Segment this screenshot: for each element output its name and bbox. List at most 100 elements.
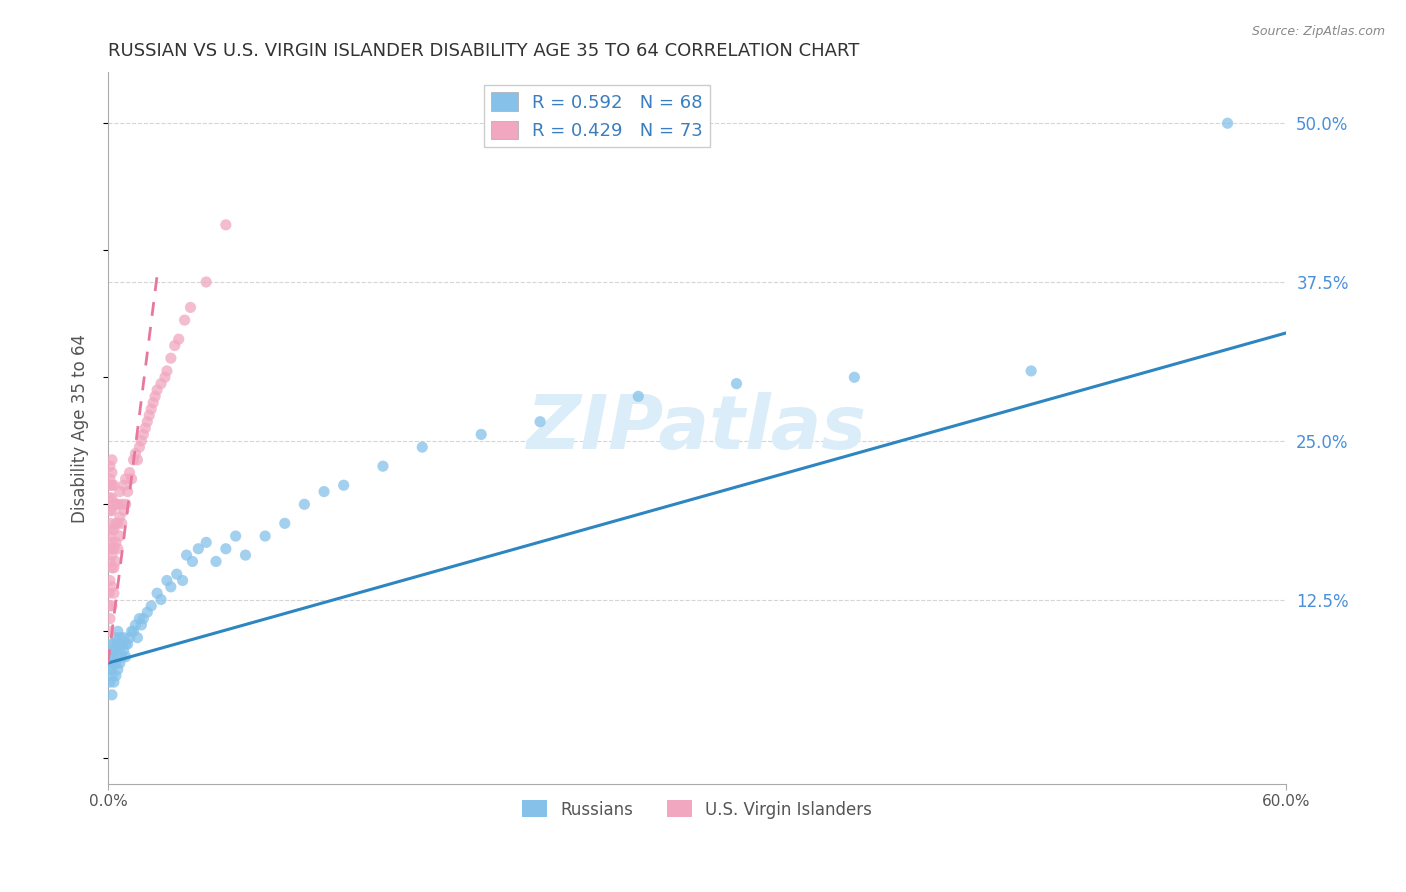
- Point: [146, 383, 169, 397]
- Point: [108, 529, 131, 543]
- Point: [104, 631, 127, 645]
- Point: [114, 649, 136, 664]
- Point: [98, 478, 121, 492]
- Point: [122, 624, 145, 639]
- Point: [176, 548, 198, 562]
- Point: [103, 561, 125, 575]
- Point: [98, 586, 121, 600]
- Point: [160, 351, 183, 366]
- Point: [312, 484, 335, 499]
- Point: [98, 459, 121, 474]
- Point: [111, 637, 134, 651]
- Point: [195, 535, 218, 549]
- Point: [136, 605, 159, 619]
- Point: [98, 472, 121, 486]
- Legend: Russians, U.S. Virgin Islanders: Russians, U.S. Virgin Islanders: [516, 794, 879, 825]
- Point: [101, 662, 124, 676]
- Point: [98, 541, 121, 556]
- Point: [294, 497, 316, 511]
- Point: [153, 370, 176, 384]
- Point: [98, 649, 121, 664]
- Point: [104, 643, 127, 657]
- Point: [112, 631, 135, 645]
- Point: [101, 580, 124, 594]
- Point: [107, 637, 129, 651]
- Point: [107, 624, 129, 639]
- Point: [124, 618, 146, 632]
- Point: [143, 389, 166, 403]
- Point: [141, 599, 163, 613]
- Point: [101, 491, 124, 505]
- Point: [98, 624, 121, 639]
- Point: [627, 389, 650, 403]
- Point: [124, 446, 146, 460]
- Point: [112, 503, 135, 517]
- Point: [98, 491, 121, 505]
- Point: [725, 376, 748, 391]
- Point: [114, 472, 136, 486]
- Point: [108, 643, 131, 657]
- Point: [108, 631, 131, 645]
- Point: [108, 510, 131, 524]
- Point: [98, 503, 121, 517]
- Point: [101, 466, 124, 480]
- Point: [103, 637, 125, 651]
- Point: [98, 599, 121, 613]
- Point: [131, 618, 153, 632]
- Point: [101, 649, 124, 664]
- Point: [371, 459, 394, 474]
- Point: [156, 364, 179, 378]
- Point: [172, 574, 194, 588]
- Point: [411, 440, 433, 454]
- Point: [108, 656, 131, 670]
- Point: [98, 574, 121, 588]
- Point: [107, 662, 129, 676]
- Point: [141, 402, 163, 417]
- Point: [101, 637, 124, 651]
- Point: [254, 529, 277, 543]
- Point: [104, 516, 127, 531]
- Point: [150, 376, 173, 391]
- Point: [98, 529, 121, 543]
- Point: [332, 478, 354, 492]
- Point: [104, 497, 127, 511]
- Point: [166, 567, 188, 582]
- Text: RUSSIAN VS U.S. VIRGIN ISLANDER DISABILITY AGE 35 TO 64 CORRELATION CHART: RUSSIAN VS U.S. VIRGIN ISLANDER DISABILI…: [108, 42, 859, 60]
- Point: [529, 415, 551, 429]
- Point: [215, 218, 238, 232]
- Y-axis label: Disability Age 35 to 64: Disability Age 35 to 64: [72, 334, 89, 523]
- Point: [108, 484, 131, 499]
- Point: [181, 554, 204, 568]
- Point: [98, 516, 121, 531]
- Point: [470, 427, 492, 442]
- Text: ZIPatlas: ZIPatlas: [527, 392, 868, 465]
- Point: [98, 612, 121, 626]
- Point: [173, 313, 195, 327]
- Point: [107, 497, 129, 511]
- Point: [132, 427, 155, 442]
- Point: [101, 548, 124, 562]
- Point: [104, 669, 127, 683]
- Point: [146, 586, 169, 600]
- Point: [98, 554, 121, 568]
- Point: [114, 497, 136, 511]
- Point: [121, 472, 143, 486]
- Point: [103, 478, 125, 492]
- Point: [150, 592, 173, 607]
- Point: [844, 370, 866, 384]
- Point: [131, 434, 153, 448]
- Point: [118, 631, 141, 645]
- Point: [101, 523, 124, 537]
- Point: [101, 535, 124, 549]
- Point: [101, 478, 124, 492]
- Point: [112, 643, 135, 657]
- Point: [1019, 364, 1042, 378]
- Point: [235, 548, 257, 562]
- Point: [104, 656, 127, 670]
- Point: [132, 612, 155, 626]
- Point: [225, 529, 247, 543]
- Point: [118, 466, 141, 480]
- Point: [122, 453, 145, 467]
- Point: [104, 535, 127, 549]
- Point: [274, 516, 297, 531]
